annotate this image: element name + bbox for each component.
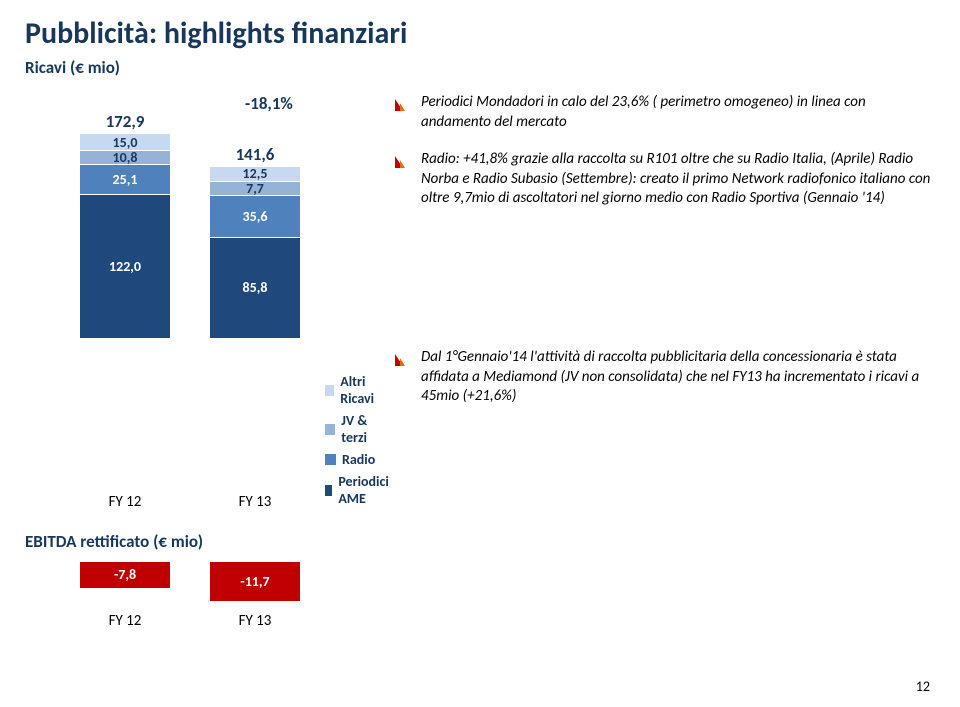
bullet-item: Radio: +41,8% grazie alla raccolta su R1… bbox=[395, 150, 935, 209]
bar-total-label: 172,9 bbox=[80, 111, 170, 132]
page-title: Pubblicità: highlights finanziari bbox=[25, 15, 935, 52]
legend-swatch bbox=[325, 485, 332, 496]
legend-label: JV & terzi bbox=[341, 412, 392, 446]
legend: Altri Ricavi JV & terzi Radio Periodici AME bbox=[325, 373, 392, 512]
ebitda-title: EBITDA rettificato (€ mio) bbox=[25, 531, 935, 552]
legend-label: Periodici AME bbox=[338, 473, 392, 507]
upper-row: -18,1% 172,9122,025,110,815,0141,685,835… bbox=[25, 93, 935, 338]
legend-item: Periodici AME bbox=[325, 473, 392, 507]
bullet-item: Dal 1°Gennaio'14 l'attività di raccolta … bbox=[395, 348, 935, 407]
ebitda-x-label: FY 13 bbox=[210, 612, 300, 630]
delta-label: -18,1% bbox=[245, 93, 293, 114]
lower-row: Altri Ricavi JV & terzi Radio Periodici AME… bbox=[25, 348, 935, 513]
legend-label: Altri Ricavi bbox=[340, 373, 392, 407]
bullets-lower: Dal 1°Gennaio'14 l'attività di raccolta … bbox=[365, 348, 935, 513]
revenues-subtitle: Ricavi (€ mio) bbox=[25, 57, 935, 78]
bar-segment: 35,6 bbox=[210, 195, 300, 237]
ebitda-x-label: FY 12 bbox=[80, 612, 170, 630]
bar-segment: 15,0 bbox=[80, 133, 170, 151]
bar-segment: 7,7 bbox=[210, 181, 300, 195]
bar-total-label: 141,6 bbox=[210, 144, 300, 165]
legend-item: Altri Ricavi bbox=[325, 373, 392, 407]
bullet-icon bbox=[395, 152, 411, 168]
ebitda-bar: -11,7 bbox=[210, 562, 300, 601]
bar-segment: 25,1 bbox=[80, 164, 170, 194]
stacked-bar-chart: -18,1% 172,9122,025,110,815,0141,685,835… bbox=[25, 93, 365, 338]
stacked-bar: 141,685,835,67,712,5 bbox=[210, 166, 300, 338]
bullet-text: Radio: +41,8% grazie alla raccolta su R1… bbox=[421, 150, 935, 209]
legend-item: Radio bbox=[325, 451, 392, 468]
page-number: 12 bbox=[916, 678, 930, 695]
legend-item: JV & terzi bbox=[325, 412, 392, 446]
bullet-icon bbox=[395, 95, 411, 111]
legend-swatch bbox=[325, 424, 335, 435]
x-axis-label: FY 13 bbox=[210, 493, 300, 511]
legend-label: Radio bbox=[342, 451, 375, 468]
bar-segment: 10,8 bbox=[80, 150, 170, 164]
stacked-bar: 172,9122,025,110,815,0 bbox=[80, 133, 170, 338]
ebitda-chart: -7,8 FY 12 -11,7 FY 13 bbox=[25, 562, 365, 637]
bar-segment: 85,8 bbox=[210, 237, 300, 338]
bullet-text: Dal 1°Gennaio'14 l'attività di raccolta … bbox=[421, 348, 935, 407]
ebitda-bar: -7,8 bbox=[80, 562, 170, 588]
bullet-text: Periodici Mondadori in calo del 23,6% ( … bbox=[421, 93, 935, 132]
bullet-item: Periodici Mondadori in calo del 23,6% ( … bbox=[395, 93, 935, 132]
bar-segment: 12,5 bbox=[210, 166, 300, 181]
ebitda-bar-rect: -7,8 bbox=[80, 562, 170, 588]
ebitda-bar-rect: -11,7 bbox=[210, 562, 300, 601]
lower-chart-area: Altri RicaviJV & terziRadioPeriodici AME… bbox=[25, 348, 365, 513]
bar-segment: 122,0 bbox=[80, 194, 170, 338]
x-axis-label: FY 12 bbox=[80, 493, 170, 511]
bullet-icon bbox=[395, 350, 411, 366]
legend-swatch bbox=[325, 454, 336, 465]
bullets-upper: Periodici Mondadori in calo del 23,6% ( … bbox=[365, 93, 935, 338]
legend-swatch bbox=[325, 385, 334, 396]
